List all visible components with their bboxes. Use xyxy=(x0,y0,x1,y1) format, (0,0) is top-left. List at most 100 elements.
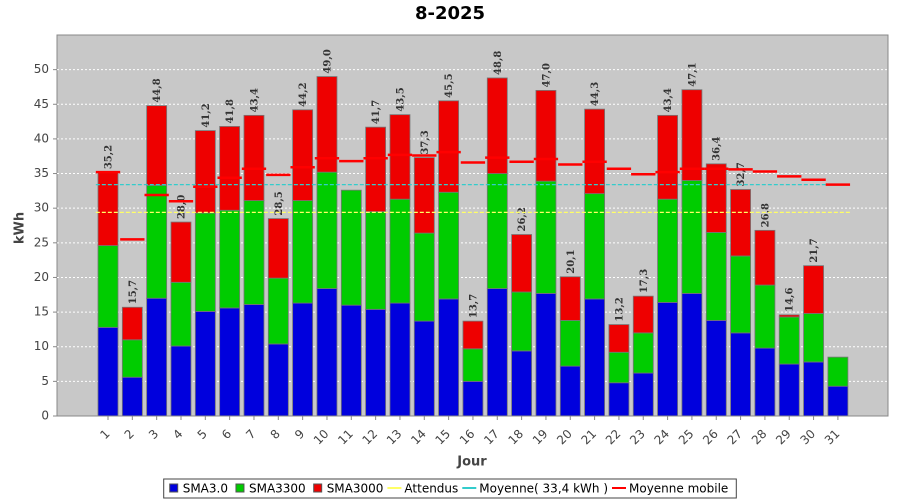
legend-label: Moyenne mobile xyxy=(629,482,728,496)
x-tick-label: 16 xyxy=(457,427,478,448)
bar-segment xyxy=(413,157,435,234)
bar-segment xyxy=(754,347,776,417)
x-tick-label: 8 xyxy=(268,427,283,442)
x-tick-label: 12 xyxy=(360,427,381,448)
legend-box xyxy=(163,478,737,499)
x-tick-label: 1 xyxy=(97,427,112,442)
x-tick-label: 23 xyxy=(627,427,648,448)
bar-segment xyxy=(803,265,824,314)
bar-segment xyxy=(705,232,727,321)
bar-segment xyxy=(657,198,678,303)
x-tick-label: 25 xyxy=(676,427,697,448)
x-tick-label: 9 xyxy=(292,427,307,442)
bar-segment xyxy=(267,218,289,279)
x-tick-label: 21 xyxy=(578,427,599,448)
x-tick-label: 13 xyxy=(384,427,405,448)
y-tick-label: 0 xyxy=(41,409,49,423)
bar-segment xyxy=(778,314,800,318)
x-tick-label: 24 xyxy=(651,427,672,448)
bar-segment xyxy=(511,234,533,293)
value-label: 45,5 xyxy=(444,73,455,97)
legend-swatch xyxy=(313,483,323,493)
value-label: 15,7 xyxy=(128,280,139,304)
value-label: 14,6 xyxy=(785,287,796,311)
bar-segment xyxy=(438,298,460,417)
bar-segment xyxy=(97,171,119,246)
value-label: 48,8 xyxy=(493,51,504,75)
bar-segment xyxy=(632,295,654,334)
bar-segment xyxy=(462,348,484,382)
bar-segment xyxy=(292,109,314,201)
x-tick-label: 19 xyxy=(530,427,551,448)
bar-segment xyxy=(511,291,533,352)
value-label: 17,3 xyxy=(639,269,650,293)
legend-label: Moyenne( 33,4 kWh ) xyxy=(479,482,608,496)
bar-segment xyxy=(389,114,411,200)
y-tick-label: 45 xyxy=(34,97,49,111)
value-label: 44,2 xyxy=(298,82,309,106)
x-tick-label: 30 xyxy=(797,427,818,448)
x-tick-label: 29 xyxy=(773,427,794,448)
value-label: 8,5 xyxy=(833,397,844,414)
y-tick-label: 50 xyxy=(34,62,49,76)
bar-segment xyxy=(803,361,824,417)
bar-segment xyxy=(803,313,824,363)
bar-segment xyxy=(681,180,703,294)
bar-segment xyxy=(292,200,314,304)
x-tick-label: 7 xyxy=(243,427,258,442)
bar-segment xyxy=(170,281,192,347)
x-tick-label: 2 xyxy=(122,427,137,442)
legend-swatch xyxy=(235,483,245,493)
bar-segment xyxy=(316,288,338,417)
bar-segment xyxy=(97,245,119,328)
value-label: 43,4 xyxy=(249,88,260,112)
bar-segment xyxy=(608,351,630,384)
bar-segment xyxy=(365,211,387,310)
chart-title: 8-2025 xyxy=(415,3,485,24)
bar-segment xyxy=(438,100,460,193)
bar-segment xyxy=(146,184,168,299)
value-label: 47,0 xyxy=(541,63,552,87)
x-tick-label: 20 xyxy=(554,427,575,448)
value-label: 41,8 xyxy=(225,99,236,123)
x-tick-label: 31 xyxy=(822,427,843,448)
value-label: 49,0 xyxy=(322,49,333,73)
bar-segment xyxy=(535,90,557,182)
bar-segment xyxy=(584,298,605,417)
bar-segment xyxy=(170,221,192,283)
x-axis-title: Jour xyxy=(456,455,487,470)
bar-segment xyxy=(535,292,557,417)
bar-segment xyxy=(462,380,484,417)
bar-segment xyxy=(121,339,143,378)
bar-segment xyxy=(632,332,654,374)
bar-segment xyxy=(243,304,265,417)
y-tick-label: 10 xyxy=(34,339,49,353)
bar-segment xyxy=(584,108,605,195)
bar-segment xyxy=(267,277,289,345)
bar-segment xyxy=(705,320,727,417)
value-label: 43,4 xyxy=(663,88,674,112)
bar-segment xyxy=(608,382,630,417)
value-label: 37,3 xyxy=(420,130,431,154)
legend-label: Attendus xyxy=(404,482,458,496)
bar-segment xyxy=(754,229,776,286)
y-axis-title: kWh xyxy=(13,212,28,244)
value-label: 13,7 xyxy=(468,294,479,318)
bar-segment xyxy=(267,343,289,417)
x-tick-label: 5 xyxy=(195,427,210,442)
bar-segment xyxy=(657,114,678,200)
y-tick-label: 20 xyxy=(34,270,49,284)
legend-label: SMA3.0 xyxy=(183,482,228,496)
value-label: 44,8 xyxy=(152,78,163,102)
value-label: 28,0 xyxy=(176,195,187,219)
value-label: 26,2 xyxy=(517,207,528,231)
value-label: 28,5 xyxy=(274,191,285,215)
y-tick-label: 5 xyxy=(41,374,49,388)
bar-segment xyxy=(243,200,265,305)
value-label: 41,7 xyxy=(371,100,382,124)
y-tick-label: 30 xyxy=(34,201,49,215)
x-tick-label: 28 xyxy=(749,427,770,448)
bar-segment xyxy=(389,302,411,417)
bar-segment xyxy=(584,193,605,300)
value-label: 47,1 xyxy=(687,62,698,86)
